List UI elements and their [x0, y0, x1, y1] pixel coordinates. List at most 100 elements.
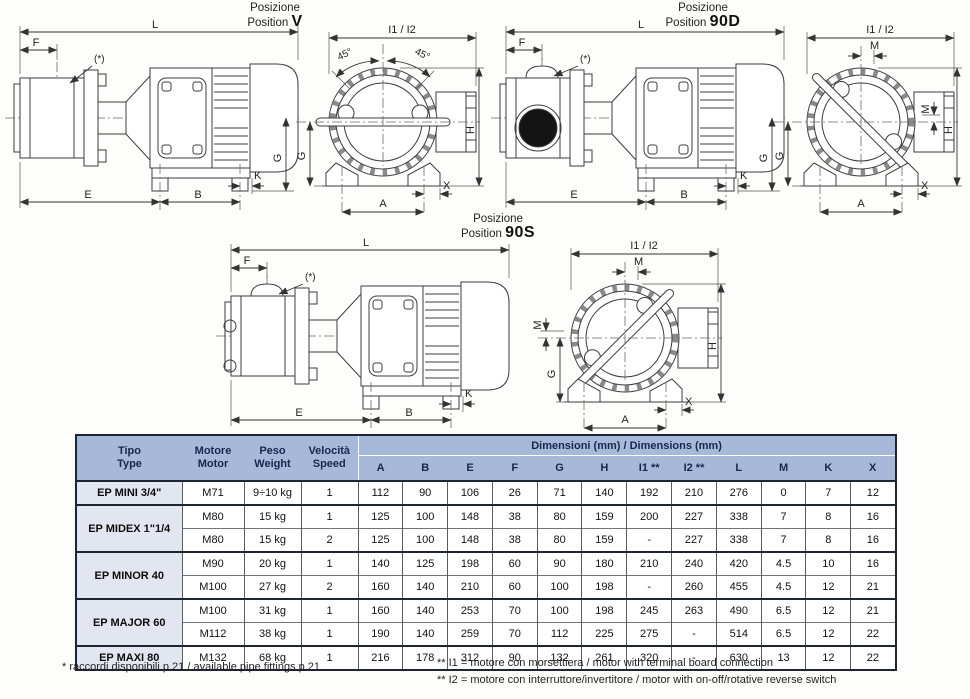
table-cell: 125 — [357, 528, 403, 552]
pump-type-cell: EP MAXI 80 — [76, 645, 182, 670]
table-row: M112 38 kg 1 190 140 259 70 112 225 275-514 6.5 12 2… — [76, 622, 896, 646]
motor-body — [125, 63, 299, 192]
table-cell: 253 — [447, 598, 493, 623]
table-cell: 180 — [581, 551, 627, 576]
dimensions-front-90d: I1 / I2 M H M G A X — [774, 24, 962, 216]
table-cell: 38 — [491, 504, 538, 529]
table-cell: 227 — [671, 504, 717, 529]
table-cell: 60 — [491, 575, 538, 599]
table-row: EP MIDEX 1"1/4 M80 15 kg 1 125 100 148 38 80 159 2… — [76, 504, 896, 552]
table-cell: 1 — [300, 645, 358, 670]
table-cell: 178 — [402, 645, 448, 670]
table-cell: 22 — [850, 645, 896, 670]
table-cell: 140 — [402, 575, 448, 599]
table-cell: 240 — [671, 551, 717, 576]
table-cell: 200 — [626, 504, 672, 529]
pump-type-cell: EP MAJOR 60 — [76, 598, 182, 646]
dim-label-l: L — [363, 237, 369, 249]
pump-front-face — [806, 67, 916, 177]
table-cell: 60 — [491, 551, 538, 576]
table-cell: 2 — [300, 528, 358, 552]
table-cell: 80 — [536, 504, 582, 529]
pump-body — [499, 69, 613, 167]
table-cell: 112 — [357, 480, 403, 505]
column-header-f: F — [492, 455, 538, 481]
table-cell: 259 — [447, 622, 493, 646]
table-cell: 7 — [760, 528, 806, 552]
dim-label-m-side: M — [532, 320, 544, 329]
table-cell: 148 — [447, 528, 493, 552]
pump-body — [223, 287, 338, 385]
table-cell: 31 kg — [243, 598, 301, 623]
table-cell: 455 — [715, 575, 762, 599]
motor-fins — [700, 75, 734, 161]
table-cell: 159 — [581, 504, 627, 529]
dim-label-a: A — [621, 414, 629, 426]
dimensions-table: Tipo Type Motore Motor Peso Weight Velocità… — [75, 434, 897, 671]
dim-label-g: G — [774, 152, 786, 161]
table-cell: 225 — [581, 622, 627, 646]
table-cell: 38 — [491, 528, 538, 552]
position-90d-title-en: Position 90D — [665, 13, 741, 30]
table-cell: 1 — [300, 480, 358, 505]
table-cell: 8 — [805, 504, 851, 529]
table-cell: 80 — [536, 528, 582, 552]
motor-fins — [425, 293, 459, 379]
dim-label-m-top: M — [870, 40, 879, 52]
table-cell: 210 — [671, 480, 717, 505]
table-cell: - — [626, 528, 672, 552]
dim-label-g: G — [296, 152, 308, 161]
table-cell: M80 — [181, 504, 244, 529]
dim-label-g: G — [758, 154, 770, 163]
position-90s-code: 90S — [505, 224, 536, 241]
table-cell: 216 — [357, 645, 403, 670]
dim-label-g: G — [546, 370, 558, 379]
table-cell: M80 — [181, 528, 244, 552]
dim-label-f: F — [33, 37, 40, 49]
position-90s-title-en: Position 90S — [460, 224, 536, 241]
column-header-x: X — [850, 455, 896, 481]
table-cell: 261 — [581, 645, 627, 670]
table-row: M100 27 kg 2 160 140 210 60 100 198-260 455 4.5 12 2… — [76, 575, 896, 599]
table-cell: 100 — [402, 528, 448, 552]
table-row: EP MAJOR 60 M100 31 kg 1 160 140 253 70 100 198 24… — [76, 598, 896, 646]
dimensions-side-v: L F (*) G E B K — [19, 19, 299, 208]
pump-body — [13, 69, 127, 167]
table-cell: 198 — [447, 551, 493, 576]
table-cell: 15 kg — [243, 528, 301, 552]
dim-label-h: H — [465, 126, 477, 134]
table-cell: 2 — [300, 575, 358, 599]
table-cell: 198 — [581, 598, 627, 623]
dim-label-i1-i2: I1 / I2 — [866, 24, 894, 36]
dim-label-b: B — [405, 407, 412, 419]
table-cell: 12 — [805, 645, 851, 670]
table-cell: 8 — [805, 528, 851, 552]
fitting-note-marker: (*) — [305, 272, 316, 283]
dim-label-a: A — [857, 198, 865, 210]
table-cell: 100 — [536, 575, 582, 599]
table-cell: 90 — [536, 551, 582, 576]
table-cell: 4.5 — [760, 575, 806, 599]
dim-label-k: K — [465, 388, 473, 400]
drawing-side-view-position-90d: L F (*) G E B K — [491, 19, 785, 210]
pump-type-cell: EP MINOR 40 — [76, 551, 182, 599]
dim-label-x: X — [921, 180, 929, 192]
table-cell: 276 — [715, 480, 762, 505]
table-cell: 159 — [581, 528, 627, 552]
table-cell: 21 — [850, 598, 896, 623]
table-row: EP MINOR 40 M90 20 kg 1 140 125 198 60 90 180 210 2… — [76, 551, 896, 599]
table-cell: M100 — [181, 598, 244, 623]
dim-label-e: E — [570, 189, 577, 201]
table-cell: 1 — [300, 622, 358, 646]
table-cell: M132 — [181, 645, 244, 670]
column-header-k: K — [805, 455, 851, 481]
table-cell: 140 — [402, 598, 448, 623]
position-v-title: Posizione Position V — [205, 1, 345, 30]
dimensions-table-wrapper: Tipo Type Motore Motor Peso Weight Velocità… — [75, 434, 897, 671]
drawing-front-view-position-v: I1 / I2 45° 45° H G A X — [296, 24, 484, 216]
table-cell: 12 — [805, 575, 851, 599]
pump-type-cell: EP MIDEX 1"1/4 — [76, 504, 182, 552]
position-v-title-en: Position V — [247, 13, 303, 30]
table-cell: M90 — [181, 551, 244, 576]
table-cell: 16 — [850, 504, 896, 529]
